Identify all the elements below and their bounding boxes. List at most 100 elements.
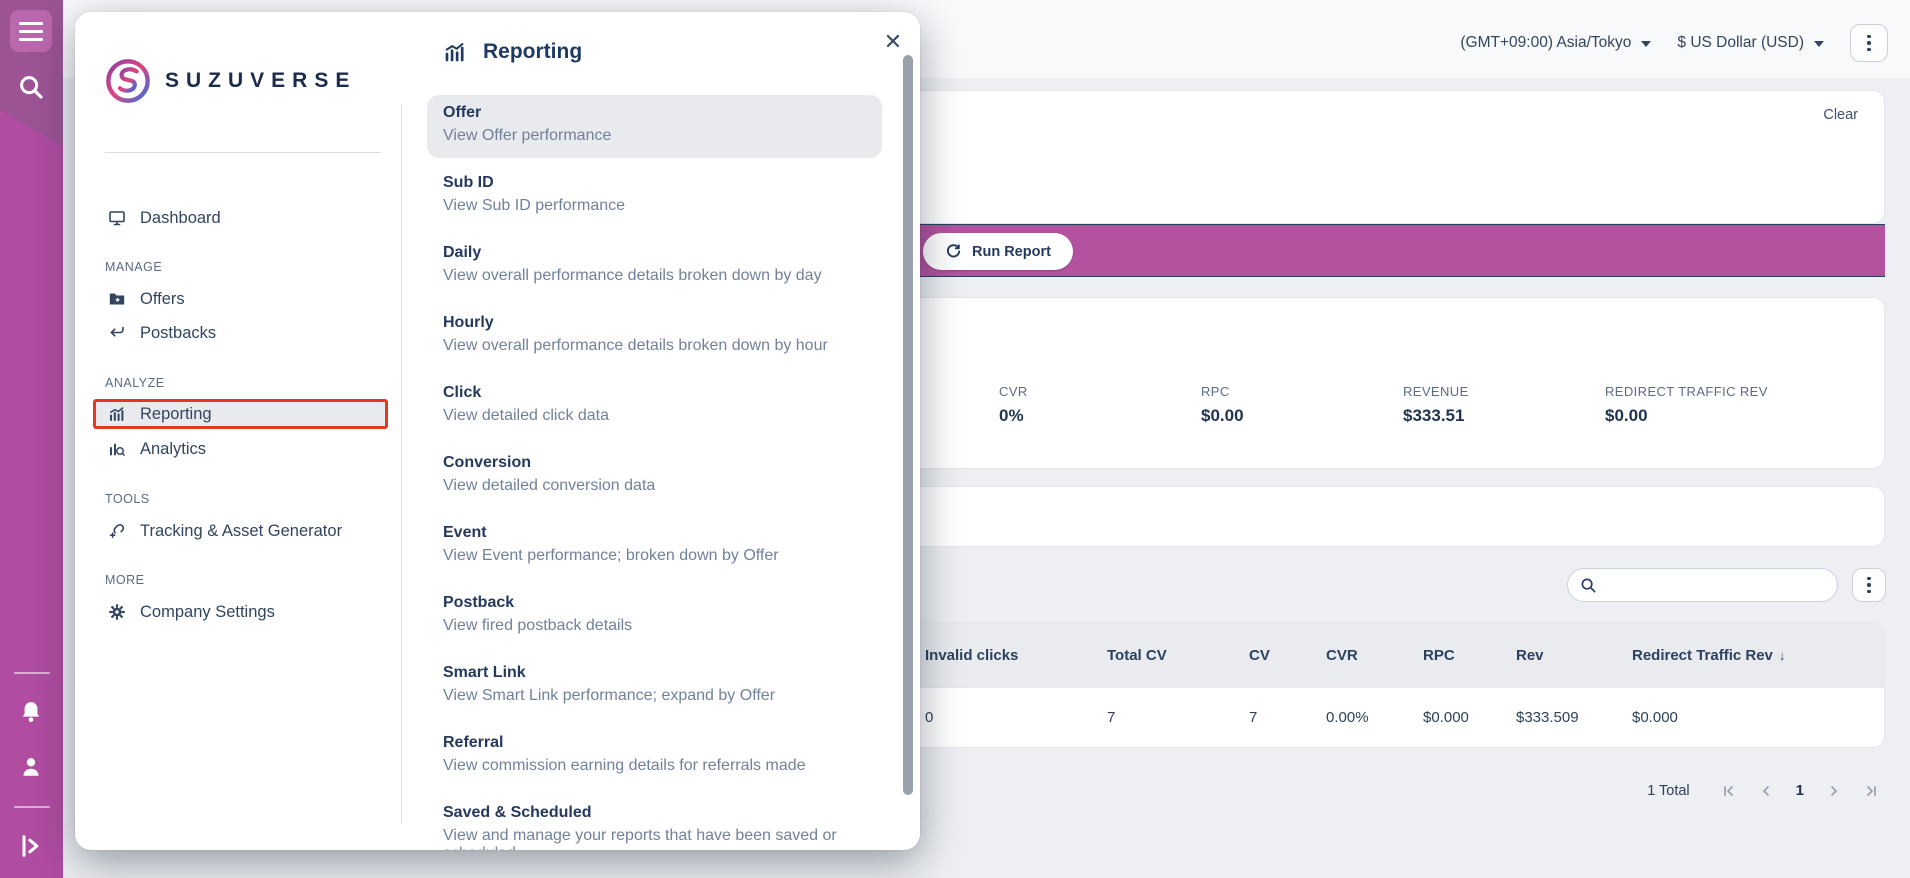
hamburger-menu-button[interactable] (10, 10, 52, 52)
currency-label: $ US Dollar (USD) (1677, 34, 1804, 51)
stat-label: REVENUE (1403, 384, 1469, 399)
previous-page-button[interactable] (1758, 783, 1774, 799)
list-item-sub-id[interactable]: Sub ID View Sub ID performance (427, 165, 882, 228)
column-cvr[interactable]: CVR (1326, 646, 1358, 664)
list-item-event[interactable]: Event View Event performance; broken dow… (427, 515, 882, 578)
chevron-right-icon (1831, 785, 1837, 796)
stat-value: 0% (999, 406, 1024, 425)
item-title: Offer (443, 104, 482, 121)
item-title: Smart Link (443, 664, 526, 681)
folder-star-icon (109, 293, 125, 305)
item-description: View commission earning details for refe… (443, 757, 806, 774)
report-type-list: Offer View Offer performance Sub ID View… (427, 95, 882, 850)
kebab-icon (1867, 576, 1871, 581)
list-item-smart-link[interactable]: Smart Link View Smart Link performance; … (427, 655, 882, 718)
sidebar-item-postbacks[interactable]: Postbacks (93, 318, 388, 348)
stat-cvr: CVR 0% (999, 384, 1201, 426)
clear-filters-link[interactable]: Clear (1823, 107, 1858, 123)
rail-search-button[interactable] (16, 72, 46, 102)
reporting-drawer: SUZUVERSE Dashboard MANAGE Offers (75, 12, 920, 850)
monitor-icon (109, 211, 125, 226)
drawer-title: Reporting (443, 40, 582, 64)
sidebar-item-analytics[interactable]: Analytics (93, 434, 388, 464)
refresh-icon (946, 244, 961, 258)
sidebar-item-dashboard[interactable]: Dashboard (93, 203, 388, 233)
stat-redirect-traffic-rev: REDIRECT TRAFFIC REV $0.00 (1605, 384, 1807, 426)
item-title: Referral (443, 734, 504, 751)
chevron-left-icon (1762, 785, 1769, 796)
stats-row: CVR 0% RPC $0.00 REVENUE $333.51 REDIREC… (999, 384, 1807, 426)
main-nav: Dashboard MANAGE Offers Postbacks ANALYZ… (93, 203, 388, 627)
run-report-button[interactable]: Run Report (923, 233, 1073, 270)
sidebar-item-tracking-asset-generator[interactable]: Tracking & Asset Generator (93, 516, 388, 546)
sort-desc-icon: ↓ (1778, 647, 1786, 663)
cell-rev: $333.509 (1516, 709, 1579, 726)
cell-cvr: 0.00% (1326, 709, 1369, 726)
search-icon (1581, 578, 1596, 592)
item-description: View overall performance details broken … (443, 337, 828, 354)
pagination: 1 Total 1 (1647, 782, 1880, 799)
drawer-scrollbar[interactable] (903, 55, 913, 795)
column-cv[interactable]: CV (1249, 646, 1270, 664)
stat-value: $333.51 (1403, 406, 1465, 425)
list-item-saved-scheduled[interactable]: Saved & Scheduled View and manage your r… (427, 795, 882, 850)
sidebar-item-company-settings[interactable]: Company Settings (93, 597, 388, 627)
list-item-daily[interactable]: Daily View overall performance details b… (427, 235, 882, 298)
kebab-icon (1867, 34, 1871, 39)
column-redirect-traffic-rev[interactable]: Redirect Traffic Rev ↓ (1632, 646, 1786, 664)
item-description: View detailed click data (443, 407, 610, 424)
gear-icon (109, 604, 125, 620)
rail-divider (14, 806, 50, 808)
first-page-button[interactable] (1720, 783, 1736, 799)
column-invalid-clicks[interactable]: Invalid clicks (925, 646, 1019, 664)
return-arrow-icon (110, 326, 124, 337)
close-drawer-button[interactable]: ✕ (883, 29, 903, 54)
list-item-offer[interactable]: Offer View Offer performance (427, 95, 882, 158)
item-title: Postback (443, 594, 515, 611)
item-description: View Smart Link performance; expand by O… (443, 687, 776, 704)
item-description: View fired postback details (443, 617, 633, 634)
table-search-input[interactable] (1605, 577, 1825, 593)
last-page-button[interactable] (1864, 783, 1880, 799)
drawer-title-text: Reporting (483, 40, 583, 63)
stat-rpc: RPC $0.00 (1201, 384, 1403, 426)
sidebar-item-reporting[interactable]: Reporting (93, 399, 388, 429)
header-controls: (GMT+09:00) Asia/Tokyo $ US Dollar (USD) (1460, 24, 1888, 62)
notifications-bell-button[interactable] (17, 698, 45, 726)
nav-divider (105, 152, 381, 153)
list-item-postback[interactable]: Postback View fired postback details (427, 585, 882, 648)
item-description: View and manage your reports that have b… (443, 827, 837, 850)
page-number[interactable]: 1 (1795, 782, 1804, 799)
list-item-referral[interactable]: Referral View commission earning details… (427, 725, 882, 788)
stat-value: $0.00 (1201, 406, 1244, 425)
sidebar-item-offers[interactable]: Offers (93, 284, 388, 314)
user-profile-button[interactable] (17, 753, 45, 781)
next-page-button[interactable] (1826, 783, 1842, 799)
column-rev[interactable]: Rev (1516, 646, 1544, 664)
table-search[interactable] (1567, 568, 1838, 602)
column-rpc[interactable]: RPC (1423, 646, 1455, 664)
left-rail (0, 0, 63, 878)
expand-sidebar-button[interactable] (17, 832, 45, 860)
stat-label: RPC (1201, 384, 1230, 399)
list-item-click[interactable]: Click View detailed click data (427, 375, 882, 438)
cell-cv-link[interactable]: 7 (1249, 709, 1258, 726)
item-title: Event (443, 524, 487, 541)
link-plus-icon (109, 523, 125, 538)
timezone-select[interactable]: (GMT+09:00) Asia/Tokyo (1460, 34, 1652, 52)
nav-label: Company Settings (140, 602, 275, 621)
table-kebab-menu-button[interactable] (1852, 568, 1886, 602)
cell-invalid-clicks: 0 (925, 709, 934, 726)
column-total-cv[interactable]: Total CV (1107, 646, 1167, 664)
list-item-hourly[interactable]: Hourly View overall performance details … (427, 305, 882, 368)
header-kebab-menu-button[interactable] (1850, 24, 1888, 62)
item-title: Conversion (443, 454, 532, 471)
item-title: Click (443, 384, 482, 401)
item-title: Sub ID (443, 174, 494, 191)
last-page-icon (1867, 785, 1876, 796)
nav-label: Analytics (140, 439, 207, 458)
list-item-conversion[interactable]: Conversion View detailed conversion data (427, 445, 882, 508)
currency-select[interactable]: $ US Dollar (USD) (1677, 34, 1824, 52)
item-title: Daily (443, 244, 482, 261)
